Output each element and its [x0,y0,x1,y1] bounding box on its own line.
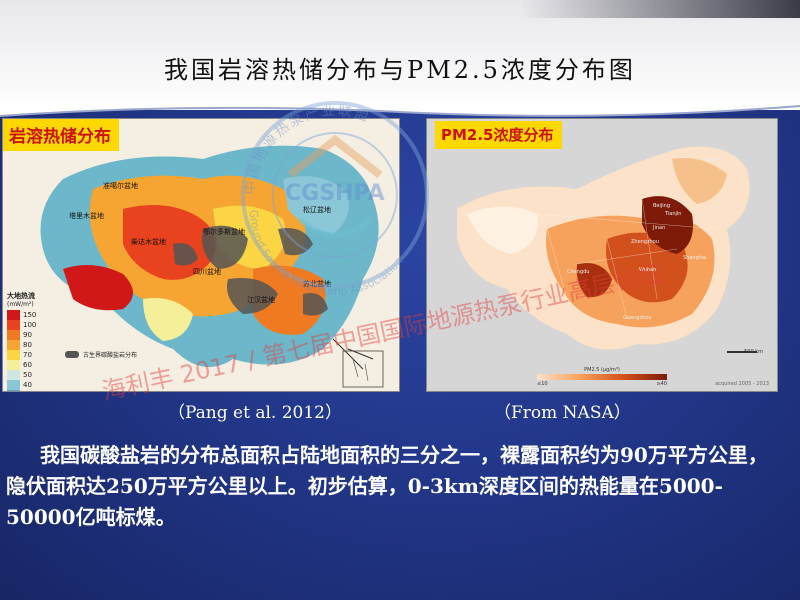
legend-value: 40 [23,381,32,389]
karst-map-panel: 岩溶热储分布 准噶尔盆地 塔里木盆地 柴达木盆地 鄂尔多斯盆地 四川盆地 江汉盆… [2,118,400,392]
legend-value: 150 [23,311,37,319]
city-label-wuhan: Wuhan [639,267,657,273]
legend-value: 30 [23,391,32,392]
carbonate-legend: 古生界碳酸盐岩分布 [65,350,137,359]
header-wave-divider [0,100,800,117]
body-paragraph: 我国碳酸盐岩的分布总面积占陆地面积的三分之一，裸露面积约为90万平方公里，隐伏面… [6,443,768,529]
city-label-shanghai: Shanghai [683,255,707,261]
pm25-panel-label: PM2.5浓度分布 [435,121,562,149]
legend-swatch [7,320,20,330]
legend-title: 大地热流 [7,292,35,300]
legend-swatch [7,360,20,370]
legend-swatch [7,330,20,340]
legend-row: 60 [7,360,47,370]
slide-title: 我国岩溶热储分布与PM2.5浓度分布图 [164,56,636,84]
legend-swatch [7,310,20,320]
legend-row: 150 [7,310,47,320]
pm25-map-graphic [427,119,777,391]
heat-flow-legend: 大地热流 (mW/m²) 150 100 90 80 70 60 50 40 30 [7,291,47,392]
legend-row: 70 [7,350,47,360]
legend-row: 80 [7,340,47,350]
karst-panel-label: 岩溶热储分布 [3,119,119,151]
legend-value: 50 [23,371,32,379]
legend-row: 40 [7,380,47,390]
legend-row: 100 [7,320,47,330]
city-label-beijing: Beijing [653,203,671,209]
map-scale-bar: 500 km [744,349,763,355]
city-label-zhengzhou: Zhengzhou [631,239,660,245]
legend-swatch [7,370,20,380]
legend-swatch [7,350,20,360]
map-label-jianghan: 江汉盆地 [247,296,275,304]
pm25-scale-low: ≤10 [537,381,548,387]
pm25-scale-title: PM2.5 (μg/m³) [584,367,620,373]
legend-value: 80 [23,341,32,349]
acquired-date-note: acquired 2005 - 2013 [715,381,769,387]
legend-value: 100 [23,321,37,329]
pm25-scale-bar [537,374,667,380]
legend-row: 90 [7,330,47,340]
pm25-color-scale: PM2.5 (μg/m³) ≤10 ≥40 [537,367,667,387]
city-label-harbin: Harbin [703,157,720,163]
carbonate-swatch [65,351,79,358]
map-label-subei: 苏北盆地 [303,280,331,288]
map-label-tarim: 塔里木盆地 [69,212,104,220]
legend-swatch [7,340,20,350]
pm25-map-panel: PM2.5浓度分布 Harbin Beijing Tianjin Jinan Z… [426,118,778,392]
map-label-ordos: 鄂尔多斯盆地 [203,228,245,236]
city-label-chengdu: Chengdu [567,269,590,275]
map-label-junggar: 准噶尔盆地 [103,182,138,190]
city-label-jinan: Jinan [653,225,666,231]
legend-value: 70 [23,351,32,359]
map-label-sichuan: 四川盆地 [193,268,221,276]
carbonate-legend-text: 古生界碳酸盐岩分布 [83,352,138,359]
legend-value: 90 [23,331,32,339]
map-label-qaidam: 柴达木盆地 [131,238,166,246]
legend-row: 50 [7,370,47,380]
karst-map-graphic [3,119,399,391]
left-map-caption: （Pang et al. 2012） [168,403,342,423]
legend-swatch [7,390,20,391]
city-label-guangzhou: Guangzhou [623,315,652,321]
city-label-tianjin: Tianjin [665,211,682,217]
legend-value: 60 [23,361,32,369]
header-band [0,0,800,110]
legend-unit: (mW/m²) [7,301,34,308]
map-label-songliao: 松辽盆地 [303,206,331,214]
right-map-caption: （From NASA） [494,403,631,423]
legend-row: 30 [7,390,47,392]
pm25-scale-high: ≥40 [656,381,667,387]
legend-swatch [7,380,20,390]
